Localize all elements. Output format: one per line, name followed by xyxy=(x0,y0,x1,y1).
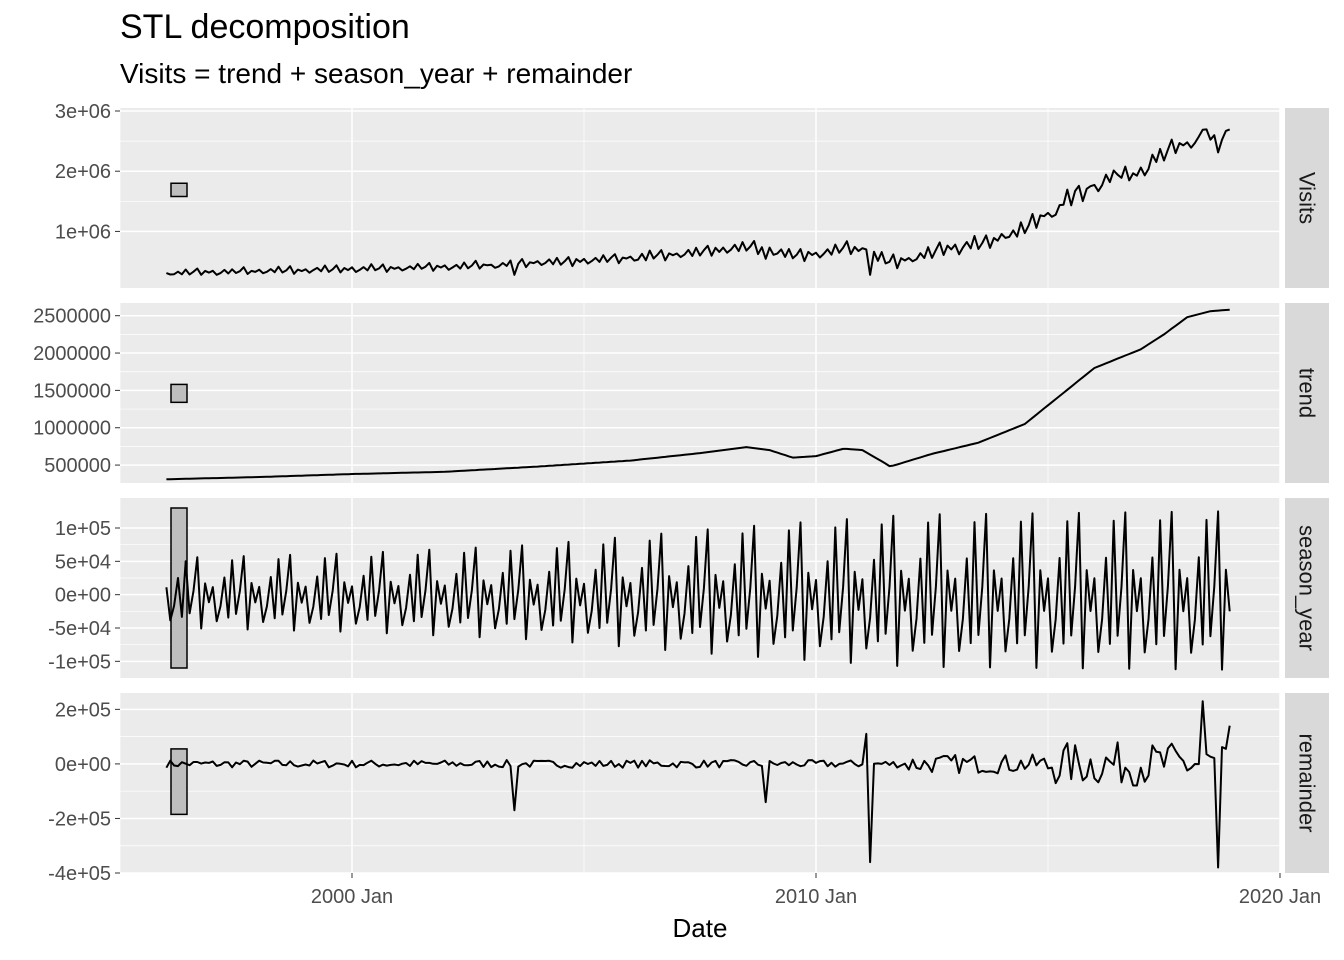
y-tick-label: 1e+05 xyxy=(55,518,111,540)
facet-strip xyxy=(1285,108,1329,288)
chart-title: STL decomposition xyxy=(120,8,410,46)
chart-subtitle: Visits = trend + season_year + remainder xyxy=(120,58,633,89)
scale-bar xyxy=(170,182,188,198)
facet-strip xyxy=(1285,303,1329,483)
facet-strip-label: trend xyxy=(1295,368,1320,418)
panel-season-year: -1e+05 -5e+04 0e+00 5e+04 1e+05 season_year xyxy=(48,498,1329,678)
scale-bar xyxy=(170,748,188,816)
facet-strip-label: Visits xyxy=(1295,172,1320,224)
y-tick-label: -1e+05 xyxy=(48,651,111,673)
y-tick-label: 5e+04 xyxy=(55,551,111,573)
x-tick-label: 2000 Jan xyxy=(311,886,393,908)
y-tick-label: 500000 xyxy=(44,455,111,477)
panel-background xyxy=(120,693,1280,873)
series-line-remainder xyxy=(165,700,1231,869)
y-tick-label: 1000000 xyxy=(33,418,111,440)
series-line-trend xyxy=(166,308,1230,481)
facet-strip xyxy=(1285,693,1329,873)
y-tick-label: 3e+06 xyxy=(55,101,111,123)
y-tick-label: 0e+00 xyxy=(55,754,111,776)
panel-background xyxy=(120,303,1280,483)
y-tick-label: 2e+06 xyxy=(55,161,111,183)
x-axis-title: Date xyxy=(673,913,728,943)
scale-bar xyxy=(170,383,188,404)
y-tick-label: -5e+04 xyxy=(48,618,111,640)
y-tick-label: 2e+05 xyxy=(55,699,111,721)
x-tick-label: 2010 Jan xyxy=(775,886,857,908)
x-tick-label: 2020 Jan xyxy=(1239,886,1321,908)
y-tick-label: -2e+05 xyxy=(48,808,111,830)
panel-remainder: -4e+05 -2e+05 0e+00 2e+05 remainder xyxy=(48,693,1329,885)
facet-strip-label: season_year xyxy=(1295,525,1320,651)
panel-trend: 500000 1000000 1500000 2000000 2500000 trend xyxy=(33,303,1329,483)
y-tick-label: 2500000 xyxy=(33,306,111,328)
series-line-season-year xyxy=(165,510,1231,671)
y-tick-label: 2000000 xyxy=(33,343,111,365)
y-tick-label: 0e+00 xyxy=(55,585,111,607)
panel-background xyxy=(120,498,1280,678)
facet-strip xyxy=(1285,498,1329,678)
y-tick-label: -4e+05 xyxy=(48,863,111,885)
facet-strip-label: remainder xyxy=(1295,733,1320,832)
panel-Visits: 1e+06 2e+06 3e+06 Visits xyxy=(55,101,1329,288)
series-line-Visits xyxy=(166,128,1231,276)
panel-background xyxy=(120,108,1280,288)
y-tick-label: 1500000 xyxy=(33,380,111,402)
y-tick-label: 1e+06 xyxy=(55,221,111,243)
